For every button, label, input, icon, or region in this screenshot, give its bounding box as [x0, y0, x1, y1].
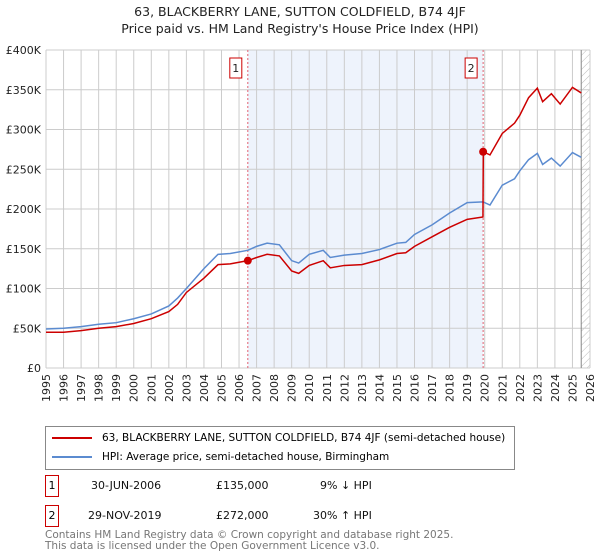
chart-title: 63, BLACKBERRY LANE, SUTTON COLDFIELD, B… [134, 4, 466, 19]
transaction-date: 29-NOV-2019 [88, 509, 162, 522]
hpi-line [45, 151, 582, 330]
x-tick-label: 2008 [268, 374, 281, 402]
price-chart: 1995 1996 1997 1998 1999 2000 2001 2002 2003 2004… [6, 44, 597, 402]
transaction-hpi-diff: 9% ↓ HPI [320, 479, 372, 492]
x-tick-label: 2006 [233, 374, 246, 402]
x-tick-label: 2023 [531, 374, 544, 402]
sale-marker-label: 1 [232, 62, 239, 75]
x-tick-label: 2020 [479, 374, 492, 402]
legend-item-hpi: HPI: Average price, semi-detached house,… [52, 449, 389, 465]
sale-marker-box [464, 57, 478, 79]
footer: Contains HM Land Registry data © Crown c… [45, 530, 453, 552]
sale-point [243, 256, 252, 265]
legend-label: 63, BLACKBERRY LANE, SUTTON COLDFIELD, B… [102, 432, 506, 444]
y-tick-label: £350K [6, 84, 42, 97]
y-tick-label: £250K [6, 163, 42, 176]
marker-badge: 2 [45, 505, 59, 527]
x-tick-label: 2012 [338, 374, 351, 402]
x-tick-label: 2016 [409, 374, 422, 402]
x-tick-label: 2003 [180, 374, 193, 402]
footer-licence: This data is licensed under the Open Gov… [45, 540, 380, 552]
property-price-line [46, 86, 582, 333]
sale-marker-label: 2 [468, 62, 475, 75]
x-tick-label: 1996 [58, 374, 71, 402]
x-tick-label: 2026 [584, 374, 597, 402]
chart-subtitle: Price paid vs. HM Land Registry's House … [121, 21, 479, 36]
y-tick-label: £100K [6, 283, 42, 296]
sale-marker-box [229, 57, 243, 79]
y-tick-label: £50K [13, 322, 42, 335]
x-tick-label: 2009 [286, 374, 299, 402]
y-tick-label: £400K [6, 44, 42, 57]
x-tick-label: 1997 [75, 374, 88, 402]
x-tick-label: 2011 [321, 374, 334, 402]
x-tick-label: 2024 [549, 374, 562, 402]
x-tick-label: 2017 [426, 374, 439, 402]
x-tick-label: 2000 [128, 374, 141, 402]
transaction-price: £135,000 [216, 479, 269, 492]
transaction-date: 30-JUN-2006 [91, 479, 162, 492]
transaction-hpi-diff: 30% ↑ HPI [313, 509, 372, 522]
x-tick-label: 1995 [40, 374, 53, 402]
sale-point [479, 147, 488, 156]
x-tick-label: 2004 [198, 374, 211, 402]
transaction-price: £272,000 [216, 509, 269, 522]
legend-item-property: 63, BLACKBERRY LANE, SUTTON COLDFIELD, B… [52, 430, 505, 446]
y-tick-label: £200K [6, 203, 42, 216]
x-tick-label: 2019 [461, 374, 474, 402]
legend: 63, BLACKBERRY LANE, SUTTON COLDFIELD, B… [45, 426, 515, 470]
x-tick-label: 2005 [215, 374, 228, 402]
x-tick-label: 2007 [251, 374, 264, 402]
x-tick-label: 2010 [303, 374, 316, 402]
x-tick-label: 2015 [391, 374, 404, 402]
x-tick-label: 2025 [566, 374, 579, 402]
x-tick-label: 1999 [110, 374, 123, 402]
y-tick-label: £300K [6, 124, 42, 137]
x-tick-label: 2018 [444, 374, 457, 402]
marker-badge: 1 [45, 475, 59, 497]
x-tick-label: 2013 [356, 374, 369, 402]
legend-swatch-blue [52, 456, 92, 458]
x-tick-label: 1998 [93, 374, 106, 402]
x-tick-label: 2021 [496, 374, 509, 402]
footer-copyright: Contains HM Land Registry data © Crown c… [45, 529, 454, 541]
x-tick-label: 2014 [373, 374, 386, 402]
legend-swatch-red [52, 437, 92, 439]
y-tick-label: £150K [6, 243, 42, 256]
x-tick-label: 2022 [514, 374, 527, 402]
y-tick-label: £0 [27, 362, 41, 375]
legend-label: HPI: Average price, semi-detached house,… [102, 451, 390, 463]
x-tick-label: 2001 [145, 374, 158, 402]
x-tick-label: 2002 [163, 374, 176, 402]
